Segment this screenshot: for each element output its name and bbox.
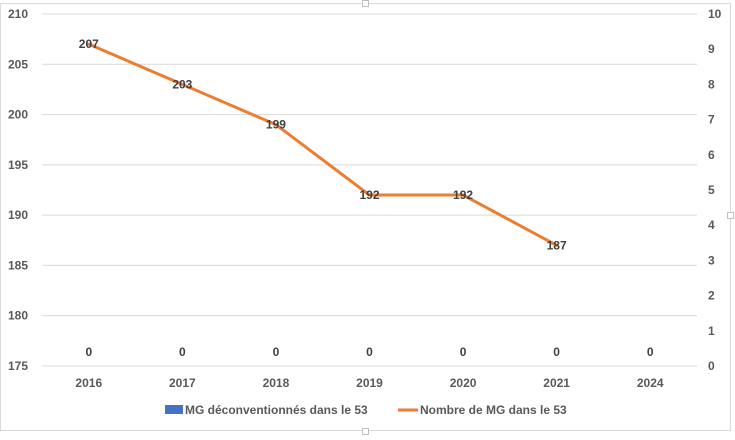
chart-border bbox=[0, 3, 731, 431]
resize-handle-bottom[interactable] bbox=[362, 428, 369, 435]
primary-y-tick-label: 185 bbox=[8, 258, 28, 272]
gridlines bbox=[42, 13, 697, 367]
secondary-y-tick-label: 4 bbox=[708, 218, 715, 232]
primary-y-tick-label: 175 bbox=[8, 359, 28, 373]
x-tick-label: 2019 bbox=[356, 376, 383, 390]
line-point bbox=[87, 42, 91, 46]
line-point bbox=[180, 82, 184, 86]
secondary-y-tick-label: 10 bbox=[708, 7, 722, 21]
line-point bbox=[274, 123, 278, 127]
secondary-y-tick-label: 0 bbox=[708, 359, 715, 373]
secondary-y-tick-label: 3 bbox=[708, 253, 715, 267]
bar-data-label: 0 bbox=[179, 345, 186, 359]
bar-data-label: 0 bbox=[460, 345, 467, 359]
legend-label: Nombre de MG dans le 53 bbox=[420, 403, 567, 417]
x-tick-label: 2017 bbox=[169, 376, 196, 390]
x-tick-label: 2018 bbox=[263, 376, 290, 390]
bar-data-label: 0 bbox=[647, 345, 654, 359]
primary-y-tick-label: 180 bbox=[8, 309, 28, 323]
secondary-y-tick-label: 7 bbox=[708, 113, 715, 127]
secondary-y-tick-label: 2 bbox=[708, 289, 715, 303]
line-data-label: 203 bbox=[172, 77, 192, 91]
resize-handle-right[interactable] bbox=[727, 212, 734, 219]
bar-data-label: 0 bbox=[553, 345, 560, 359]
bar-data-label: 0 bbox=[366, 345, 373, 359]
line-point bbox=[555, 243, 559, 247]
line-point bbox=[461, 193, 465, 197]
secondary-y-tick-label: 8 bbox=[708, 77, 715, 91]
line-data-label: 187 bbox=[547, 238, 567, 252]
line-data-label: 192 bbox=[453, 188, 473, 202]
line-data-label: 207 bbox=[79, 37, 99, 51]
bar-data-label: 0 bbox=[273, 345, 280, 359]
x-axis: 2016 2017 2018 2019 2020 2021 2024 bbox=[75, 376, 663, 390]
primary-y-tick-label: 210 bbox=[8, 7, 28, 21]
x-tick-label: 2016 bbox=[75, 376, 102, 390]
data-labels: 0 0 0 0 0 0 0 207 203 199 192 192 187 bbox=[79, 37, 654, 359]
line-data-label: 199 bbox=[266, 118, 286, 132]
x-tick-label: 2024 bbox=[637, 376, 664, 390]
secondary-y-tick-label: 1 bbox=[708, 324, 715, 338]
legend: MG déconventionnés dans le 53 Nombre de M… bbox=[165, 403, 567, 417]
secondary-y-tick-label: 6 bbox=[708, 148, 715, 162]
primary-y-tick-label: 195 bbox=[8, 158, 28, 172]
line-series bbox=[87, 42, 559, 247]
primary-y-tick-label: 200 bbox=[8, 108, 28, 122]
resize-handle-top[interactable] bbox=[362, 0, 369, 7]
primary-y-axis: 210 205 200 195 190 185 180 175 bbox=[8, 7, 28, 373]
line-data-label: 192 bbox=[359, 188, 379, 202]
legend-label: MG déconventionnés dans le 53 bbox=[185, 403, 368, 417]
bar-data-label: 0 bbox=[85, 345, 92, 359]
line-point bbox=[368, 193, 371, 197]
legend-bar-swatch bbox=[165, 405, 183, 414]
x-tick-label: 2021 bbox=[543, 376, 570, 390]
primary-y-tick-label: 190 bbox=[8, 208, 28, 222]
primary-y-tick-label: 205 bbox=[8, 57, 28, 71]
x-tick-label: 2020 bbox=[450, 376, 477, 390]
secondary-y-tick-label: 9 bbox=[708, 42, 715, 56]
secondary-y-tick-label: 5 bbox=[708, 183, 715, 197]
line-series-path bbox=[88, 42, 558, 247]
